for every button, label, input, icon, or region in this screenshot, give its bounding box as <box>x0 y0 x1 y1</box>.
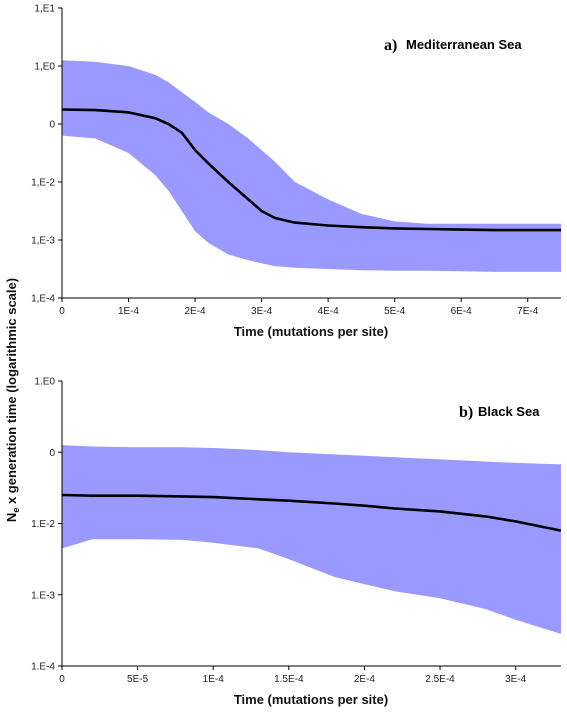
panel-a-y-tick-label: 1,E0 <box>34 62 55 73</box>
svg-text:Ne x generation time (logarith: Ne x generation time (logarithmic scale) <box>4 278 21 522</box>
panel-b-x-tick-label: 2E-4 <box>354 674 376 685</box>
panel-b-x-tick-label: 1E-4 <box>203 674 225 685</box>
panel-a-x-tick-label: 5E-4 <box>384 306 406 317</box>
panel-b-credible-interval-band <box>62 445 561 634</box>
panel-a-y-tick-label: 1,E1 <box>34 4 55 15</box>
panel-b-letter: b) <box>459 404 473 421</box>
panel-a-title: Mediterranean Sea <box>406 37 522 52</box>
panel-a-x-tick-label: 1E-4 <box>118 306 140 317</box>
panel-black-sea: 0 5E-5 1E-4 1.5E-4 2E-4 2.5E-4 3E-4 1.E0 0 1.E-2 1… <box>31 377 562 707</box>
panel-a-credible-interval-band <box>62 60 561 272</box>
panel-b-median-line <box>61 493 562 532</box>
panel-b-x-tick-label: 3E-4 <box>505 674 527 685</box>
panel-a-y-tick-label: 1,E-3 <box>31 236 55 247</box>
panel-a-letter: a) <box>384 37 397 54</box>
panel-b-y-tick-label: 0 <box>49 448 55 459</box>
panel-b-axes: 0 5E-5 1E-4 1.5E-4 2E-4 2.5E-4 3E-4 1.E0 0 1.E-2 1… <box>31 377 561 685</box>
y-axis-label-main: N <box>4 513 19 522</box>
y-axis-label-rest: x generation time (logarithmic scale) <box>4 278 19 508</box>
panel-a-y-tick-label: 0 <box>49 120 55 131</box>
panel-b-band-layer <box>62 445 561 634</box>
panel-a-x-tick-label: 7E-4 <box>517 306 539 317</box>
panel-b-y-tick-label: 1.E-4 <box>31 662 55 673</box>
panel-b-title: Black Sea <box>478 404 540 419</box>
panel-a-x-tick-label: 6E-4 <box>451 306 473 317</box>
panel-b-x-tick-label: 0 <box>59 674 65 685</box>
panel-b-y-tick-label: 1.E-3 <box>31 590 55 601</box>
panel-a-median-line <box>61 108 561 232</box>
panel-b-x-tick-label: 5E-5 <box>127 674 149 685</box>
panel-b-y-tick-label: 1.E0 <box>34 377 55 388</box>
y-axis-label: Ne x generation time (logarithmic scale) <box>4 278 21 522</box>
panel-a-median-layer <box>61 108 561 232</box>
panel-b-median-layer <box>61 493 562 532</box>
panel-a-x-tick-label: 0 <box>59 306 65 317</box>
panel-a-x-tick-label: 2E-4 <box>185 306 207 317</box>
panel-b-x-tick-label: 1.5E-4 <box>274 674 304 685</box>
panel-a-x-tick-label: 3E-4 <box>251 306 273 317</box>
y-axis-label-subscript: e <box>11 508 21 513</box>
panel-a-y-tick-label: 1,E-2 <box>31 178 55 189</box>
panel-a-x-axis-title: Time (mutations per site) <box>234 324 388 339</box>
panel-mediterranean-sea: 0 1E-4 2E-4 3E-4 4E-4 5E-4 6E-4 7E-4 1,E1 1,E0 0 1,… <box>31 4 561 339</box>
panel-a-band-layer <box>62 60 561 272</box>
panel-a-y-tick-label: 1,E-4 <box>31 294 55 305</box>
panel-b-x-tick-label: 2.5E-4 <box>425 674 455 685</box>
panel-b-y-tick-label: 1.E-2 <box>31 519 55 530</box>
panel-a-x-tick-label: 4E-4 <box>318 306 340 317</box>
panel-a-axes: 0 1E-4 2E-4 3E-4 4E-4 5E-4 6E-4 7E-4 1,E1 1,E0 0 1,… <box>31 4 561 317</box>
panel-b-x-axis-title: Time (mutations per site) <box>234 692 388 707</box>
